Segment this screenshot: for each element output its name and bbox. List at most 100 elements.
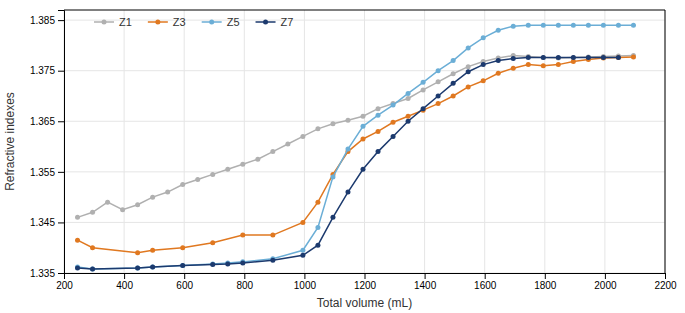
x-axis: 2004006008001000120014001600180020002200 [56,273,677,291]
point [526,23,531,28]
point [376,149,381,154]
tick-label: 1.335 [30,268,55,279]
point [556,56,561,61]
point [120,207,125,212]
point [135,202,140,207]
point [90,210,95,215]
point [90,266,95,271]
point [631,23,636,28]
tick: 1800 [534,273,557,291]
tick-mark [184,273,185,279]
point [496,28,501,33]
marks [75,23,636,272]
legend-item: Z5 [202,16,240,28]
tick-mark [58,71,64,72]
tick: 2200 [654,273,677,291]
point [466,84,471,89]
tick-label: 1.365 [30,116,55,127]
point [345,190,350,195]
point [511,66,516,71]
point [376,106,381,111]
point [135,265,140,270]
point [406,114,411,119]
legend: Z1Z3Z5Z7 [94,16,293,28]
point [150,264,155,269]
point [75,265,80,270]
point [436,79,441,84]
point [180,263,185,268]
point [451,93,456,98]
point [391,120,396,125]
grid-line [665,10,666,273]
tick-label: 2000 [594,280,617,291]
legend-item: Z3 [148,16,186,28]
tick: 1.345 [30,217,64,228]
legend-swatch [155,20,160,25]
tick-label: 1.375 [30,65,55,76]
x-axis-title: Total volume (mL) [317,296,412,310]
point [526,62,531,67]
point [90,245,95,250]
point [376,129,381,134]
point [526,55,531,60]
point [285,142,290,147]
tick-label: 1200 [354,280,377,291]
tick-mark [58,222,64,223]
tick: 1600 [474,273,497,291]
point [75,238,80,243]
axis-line [65,274,666,280]
tick-label: 1600 [474,280,497,291]
point [270,258,275,263]
point [511,56,516,61]
point [496,58,501,63]
point [376,113,381,118]
tick-mark [605,273,606,279]
chart-container: 2004006008001000120014001600180020002200… [0,0,685,313]
point [556,55,561,60]
point [406,96,411,101]
grid-line [184,10,185,273]
tick: 200 [56,273,73,291]
point [466,64,471,69]
point [436,101,441,106]
point [210,172,215,177]
point [210,261,215,266]
point [315,243,320,248]
tick-label: 1.355 [30,167,55,178]
point [270,149,275,154]
point [165,190,170,195]
point [601,56,606,61]
legend-label: Z1 [119,16,132,28]
point [315,225,320,230]
point [541,23,546,28]
point [180,245,185,250]
point [421,106,426,111]
tick-mark [58,172,64,173]
point [360,167,365,172]
point [586,55,591,60]
point [255,157,260,162]
line [78,58,619,269]
plot: 2004006008001000120014001600180020002200… [30,10,677,291]
point [210,240,215,245]
point [556,23,561,28]
point [225,261,230,266]
point [360,136,365,141]
point [240,233,245,238]
point [240,260,245,265]
tick: 400 [116,273,133,291]
legend-label: Z3 [173,16,186,28]
point [601,23,606,28]
point [481,62,486,67]
point [556,62,561,67]
point [360,114,365,119]
tick-label: 1000 [294,280,317,291]
tick-mark [244,273,245,279]
tick-mark [365,273,366,279]
point [90,266,95,271]
chart: 2004006008001000120014001600180020002200… [0,0,685,313]
series [75,55,621,271]
point [466,69,471,74]
tick-label: 1800 [534,280,557,291]
point [180,263,185,268]
